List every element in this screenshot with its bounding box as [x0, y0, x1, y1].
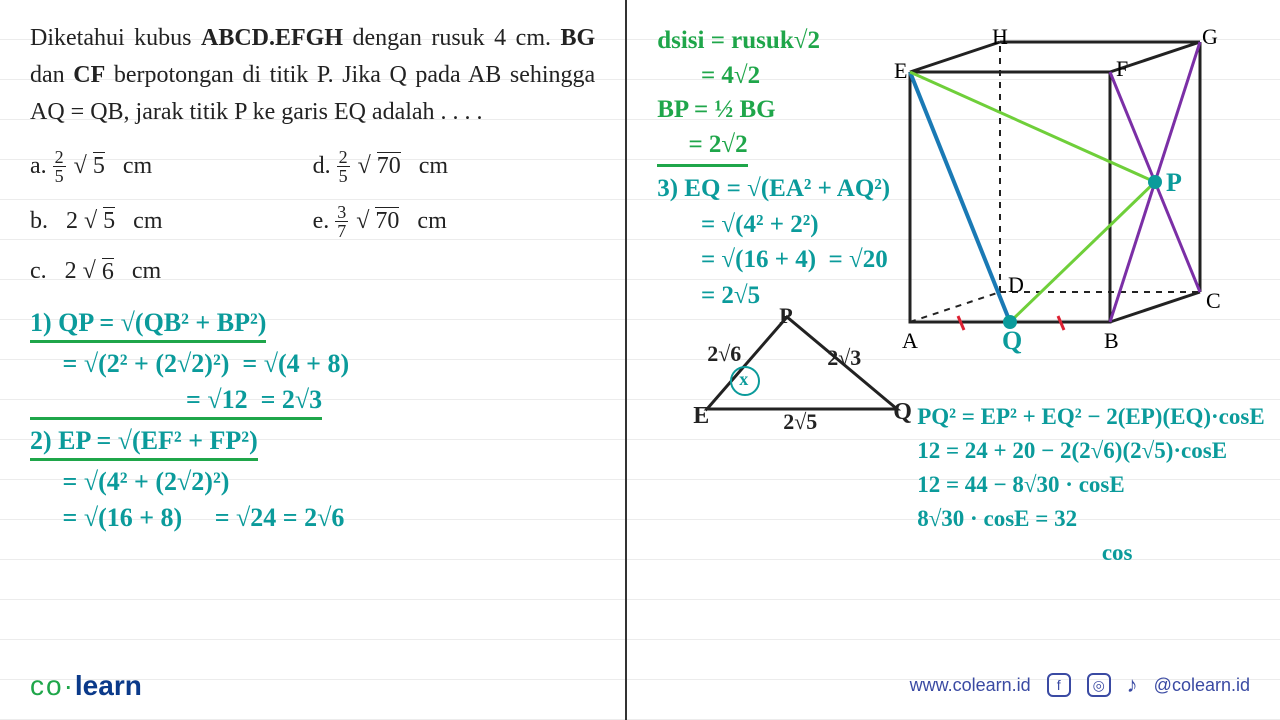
tiktok-icon: ♪	[1127, 672, 1138, 698]
option-d: d. 25 √70 cm	[313, 148, 596, 185]
option-c: c. 2√6 cm	[30, 258, 313, 286]
work1-line2: = √(2² + (2√2)²) = √(4 + 8)	[30, 349, 595, 379]
pq-line1: PQ² = EP² + EQ² − 2(EP)(EQ)·cosE	[917, 400, 1280, 434]
work1-line1: 1) QP = √(QB² + BP²)	[30, 308, 266, 343]
option-e: e. 37 √70 cm	[313, 203, 596, 240]
brand-logo: co·learn	[30, 670, 142, 702]
pq-line2: 12 = 24 + 20 − 2(2√6)(2√5)·cosE	[917, 434, 1280, 468]
work2-line3: = √(16 + 8) = √24 = 2√6	[30, 503, 595, 533]
option-a: a. 25 √5 cm	[30, 148, 313, 185]
pq-line3: 12 = 44 − 8√30 · cosE	[917, 468, 1280, 502]
options-grid: a. 25 √5 cm d. 25 √70 cm b. 2√5 cm e. 37…	[30, 148, 595, 286]
triangle-sketch: P E Q 2√6 2√3 2√5 x	[697, 309, 907, 429]
pq-line4: 8√30 · cosE = 32	[917, 502, 1280, 536]
work2-line1: 2) EP = √(EF² + FP²)	[30, 426, 258, 461]
footer-url: www.colearn.id	[910, 675, 1031, 696]
pq-line5: cos	[917, 536, 1280, 570]
facebook-icon: f	[1047, 673, 1071, 697]
footer-links: www.colearn.id f ◎ ♪ @colearn.id	[910, 672, 1250, 698]
option-b: b. 2√5 cm	[30, 203, 313, 240]
work1-line3: = √12 = 2√3	[30, 385, 322, 420]
work2-line2: = √(4² + (2√2)²)	[30, 467, 595, 497]
cube-diagram: E F H G A B C D P Q	[880, 32, 1230, 382]
instagram-icon: ◎	[1087, 673, 1111, 697]
footer-handle: @colearn.id	[1154, 675, 1250, 696]
problem-text: Diketahui kubus ABCD.EFGH dengan rusuk 4…	[30, 20, 595, 132]
